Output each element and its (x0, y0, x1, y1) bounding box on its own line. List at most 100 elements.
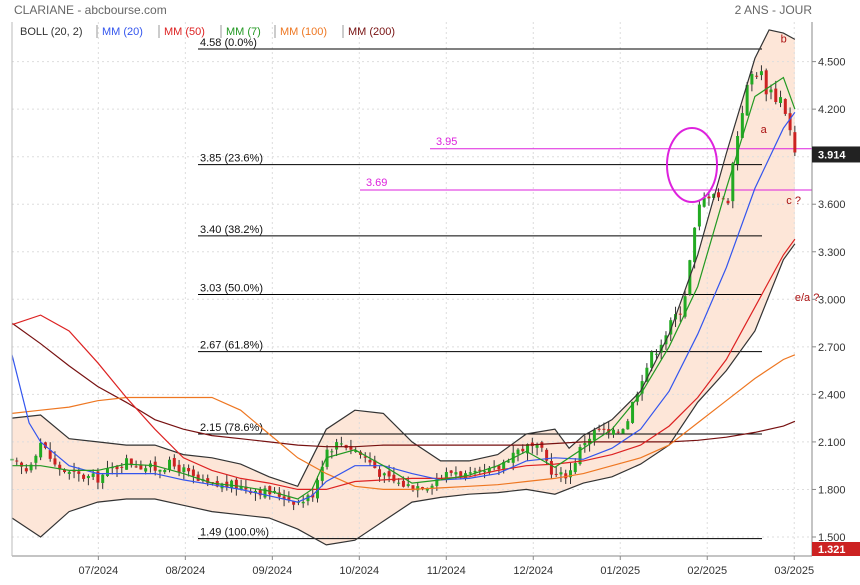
boll_up-line (11, 29, 796, 488)
legend-item: MM (7) (226, 26, 261, 38)
candle-body (454, 472, 458, 475)
candle-body (206, 478, 210, 483)
candle-body (144, 468, 148, 472)
candle-body (502, 462, 506, 469)
y-tick-label: 3.600 (818, 199, 846, 211)
candle-body (755, 75, 759, 77)
wave-annotation: c ? (786, 195, 801, 207)
boll_low-line (11, 243, 796, 546)
last-price-label: 3.914 (818, 149, 846, 161)
candle-body (592, 430, 596, 441)
legend-item: BOLL (20, 2) (20, 26, 83, 38)
fibonacci-label: 3.40 (38.2%) (200, 224, 263, 236)
candle-body (611, 429, 615, 435)
candle-body (234, 479, 238, 489)
candle-body (34, 455, 38, 463)
indicator-series (11, 29, 796, 546)
candle-body (626, 421, 630, 430)
candle-body (669, 320, 673, 335)
candle-body (449, 470, 453, 473)
x-tick-label: 10/2024 (339, 565, 379, 577)
candle-body (230, 480, 234, 488)
candle-body (292, 501, 296, 505)
candle-body (783, 98, 787, 114)
fibonacci-label: 2.15 (78.6%) (200, 422, 263, 434)
legend-item: MM (20) (102, 26, 143, 38)
candle-body (516, 449, 520, 455)
candle-body (631, 401, 635, 423)
y-tick-label: 4.200 (818, 104, 846, 116)
candle-body (779, 97, 783, 103)
candle-body (573, 463, 577, 473)
candle-body (731, 163, 735, 202)
candle-body (506, 461, 510, 463)
candle-body (177, 464, 181, 473)
candle-body (43, 442, 47, 448)
candle-body (473, 470, 477, 473)
candle-body (650, 351, 654, 368)
legend-item: MM (50) (164, 26, 205, 38)
candle-body (335, 442, 339, 450)
mm200-line (11, 322, 796, 448)
candle-body (416, 486, 420, 491)
candle-body (20, 462, 24, 467)
candle-body (320, 466, 324, 481)
candle-body (487, 468, 491, 473)
highlight-ellipse (666, 127, 718, 203)
candle-body (726, 200, 730, 204)
candle-body (330, 451, 334, 453)
price-levels: 3.95 3.69 (360, 136, 812, 191)
candle-body (268, 486, 272, 495)
candle-body (392, 474, 396, 482)
candle-body (602, 428, 606, 430)
wave-annotation: b (781, 34, 787, 46)
candle-body (139, 465, 143, 470)
x-tick-label: 02/2025 (687, 565, 727, 577)
last-price-tag (812, 146, 860, 163)
y-tick-label: 3.000 (818, 294, 846, 306)
candle-body (559, 472, 563, 475)
candle-body (693, 227, 697, 263)
x-tick-label: 07/2024 (78, 565, 118, 577)
candle-body (621, 429, 625, 434)
x-tick-label: 03/2025 (774, 565, 814, 577)
y-tick-label: 1.800 (818, 484, 846, 496)
candle-body (82, 474, 86, 479)
candle-body (425, 487, 429, 491)
candle-body (354, 450, 358, 453)
volume-tag (812, 542, 860, 556)
legend-item: MM (100) (280, 26, 327, 38)
y-tick-label: 1.500 (818, 532, 846, 544)
candle-body (29, 464, 33, 471)
candle-body (182, 467, 186, 472)
candle-body (63, 469, 67, 472)
candle-body (497, 465, 501, 470)
candle-body (406, 484, 410, 487)
candle-body (764, 70, 768, 95)
candle-body (86, 476, 90, 479)
candle-body (569, 470, 573, 478)
candle-body (277, 492, 281, 497)
chart-annotations: b a c ? e/a ? (666, 34, 819, 304)
candle-body (77, 471, 81, 474)
y-tick-label: 4.500 (818, 57, 846, 69)
fibonacci-label: 1.49 (100.0%) (200, 527, 269, 539)
candle-body (745, 84, 749, 116)
candle-body (187, 468, 191, 472)
fibonacci-label: 2.67 (61.8%) (200, 340, 263, 352)
candle-body (478, 469, 482, 471)
y-tick-label: 2.100 (818, 437, 846, 449)
candle-body (96, 471, 100, 483)
candle-body (697, 204, 701, 227)
legend-item: MM (200) (348, 26, 395, 38)
candle-body (678, 313, 682, 315)
candle-body (788, 113, 792, 131)
candle-body (616, 431, 620, 433)
candle-body (459, 471, 463, 477)
x-tick-label: 08/2024 (165, 565, 205, 577)
candle-body (387, 471, 391, 477)
fibonacci-levels: 4.58 (0.0%) 3.85 (23.6%) 3.40 (38.2%) 3.03 … (198, 37, 762, 540)
price-level-label: 3.69 (366, 177, 387, 189)
candle-body (53, 458, 57, 465)
